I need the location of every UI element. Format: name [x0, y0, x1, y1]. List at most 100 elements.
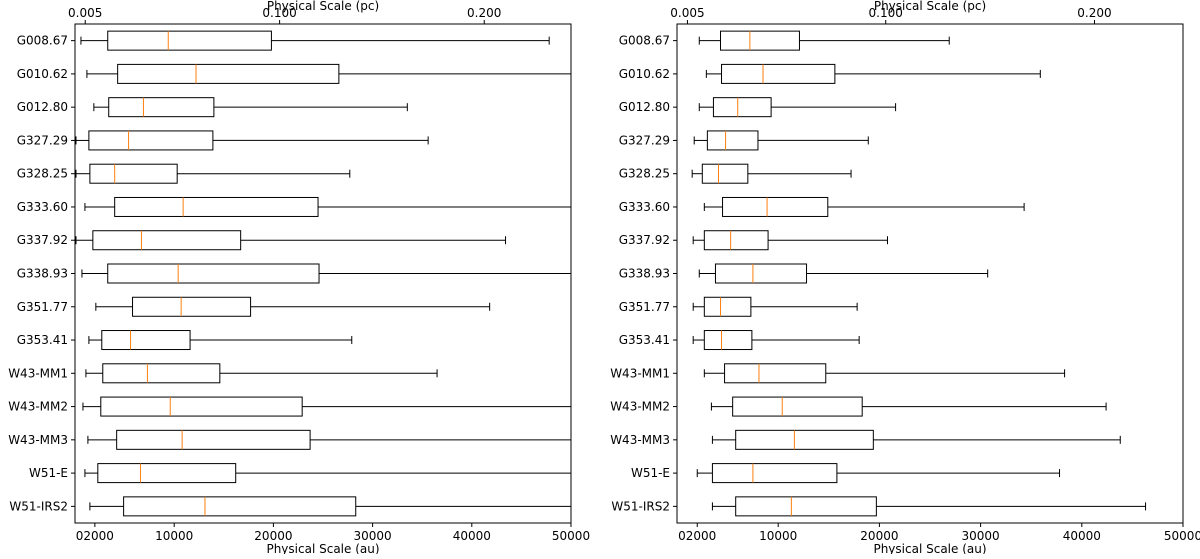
x-tick-label: 50000	[552, 529, 590, 543]
category-label: G327.29	[17, 133, 68, 147]
iqr-box	[107, 263, 320, 284]
category-label: W43-MM2	[610, 400, 670, 414]
x-tick-label: 02000	[678, 529, 716, 543]
iqr-box	[116, 429, 311, 450]
box-G008.67: G008.67	[619, 30, 950, 51]
iqr-box	[703, 296, 752, 317]
box-W51-IRS2: W51-IRS2	[611, 496, 1147, 517]
box-G353.41: G353.41	[17, 330, 353, 351]
box-G337.92: G337.92	[619, 230, 888, 251]
category-label: G010.62	[17, 67, 68, 81]
iqr-box	[706, 130, 759, 151]
box-W43-MM3: W43-MM3	[8, 429, 571, 450]
x-axis-title: Physical Scale (au)	[873, 542, 986, 554]
iqr-box	[132, 296, 252, 317]
x-tick-label: 02000	[76, 529, 114, 543]
box-W43-MM2: W43-MM2	[610, 396, 1107, 417]
category-label: W51-E	[631, 466, 670, 480]
box-G333.60: G333.60	[17, 196, 571, 217]
category-label: W43-MM3	[610, 433, 670, 447]
box-G337.92: G337.92	[17, 230, 507, 251]
iqr-box	[711, 463, 838, 484]
iqr-box	[114, 196, 319, 217]
iqr-box	[101, 330, 191, 351]
iqr-box	[735, 429, 874, 450]
category-label: W51-E	[29, 466, 68, 480]
box-G012.80: G012.80	[17, 97, 408, 118]
iqr-box	[721, 63, 836, 84]
box-G012.80: G012.80	[619, 97, 897, 118]
box-W43-MM1: W43-MM1	[610, 363, 1066, 384]
box-W43-MM1: W43-MM1	[8, 363, 438, 384]
iqr-box	[714, 263, 808, 284]
iqr-box	[720, 30, 800, 51]
top-x-tick-label: 0.100	[869, 6, 903, 20]
top-x-tick-label: 0.100	[262, 6, 296, 20]
category-label: W43-MM2	[8, 400, 68, 414]
category-label: G328.25	[619, 167, 670, 181]
category-label: G338.93	[619, 267, 670, 281]
box-G353.41: G353.41	[619, 330, 860, 351]
category-label: G353.41	[619, 333, 670, 347]
category-label: G333.60	[619, 200, 670, 214]
category-label: G353.41	[17, 333, 68, 347]
x-tick-label: 20000	[254, 529, 292, 543]
iqr-box	[88, 130, 214, 151]
left-panel: 02000 10000 20000 30000 40000 50000 Physical S…	[8, 0, 590, 556]
box-G328.25: G328.25	[619, 163, 852, 184]
category-label: G008.67	[17, 34, 68, 48]
category-label: G012.80	[619, 100, 670, 114]
top-x-axis-title: Physical Scale (pc)	[267, 0, 379, 13]
box-W51-IRS2: W51-IRS2	[9, 496, 571, 517]
category-label: G337.92	[17, 233, 68, 247]
box-G338.93: G338.93	[17, 263, 571, 284]
iqr-box	[703, 230, 769, 251]
category-label: G333.60	[17, 200, 68, 214]
category-label: G010.62	[619, 67, 670, 81]
category-label: G327.29	[619, 133, 670, 147]
category-label: G012.80	[17, 100, 68, 114]
category-label: G337.92	[619, 233, 670, 247]
right-panel: 02000 10000 20000 30000 40000 50000 Physical S…	[610, 0, 1200, 556]
iqr-box	[92, 230, 242, 251]
top-x-tick-label: 0.200	[1077, 6, 1111, 20]
x-tick-label: 40000	[453, 529, 491, 543]
iqr-box	[117, 63, 340, 84]
iqr-box	[732, 396, 863, 417]
iqr-box	[108, 97, 215, 118]
iqr-box	[102, 363, 221, 384]
iqr-box	[97, 463, 237, 484]
category-label: G008.67	[619, 34, 670, 48]
x-tick-label: 10000	[759, 529, 797, 543]
iqr-box	[89, 163, 178, 184]
iqr-box	[703, 330, 753, 351]
x-tick-label: 30000	[962, 529, 1000, 543]
iqr-box	[712, 97, 772, 118]
x-tick-label: 30000	[354, 529, 392, 543]
iqr-box	[724, 363, 827, 384]
box-G010.62: G010.62	[17, 63, 571, 84]
x-tick-label: 20000	[860, 529, 898, 543]
top-x-tick-label: 0.005	[670, 6, 704, 20]
category-label: G351.77	[619, 300, 670, 314]
box-W43-MM3: W43-MM3	[610, 429, 1121, 450]
box-W51-E: W51-E	[29, 463, 571, 484]
top-x-axis-title: Physical Scale (pc)	[874, 0, 986, 13]
iqr-box	[107, 30, 272, 51]
category-label: G328.25	[17, 167, 68, 181]
category-label: W43-MM1	[610, 366, 670, 380]
category-label: W51-IRS2	[611, 499, 670, 513]
box-W43-MM2: W43-MM2	[8, 396, 571, 417]
x-axis-title: Physical Scale (au)	[266, 542, 379, 554]
box-W51-E: W51-E	[631, 463, 1061, 484]
box-G328.25: G328.25	[17, 163, 351, 184]
category-label: W43-MM3	[8, 433, 68, 447]
category-label: W43-MM1	[8, 366, 68, 380]
iqr-box	[735, 496, 877, 517]
top-x-tick-label: 0.005	[68, 6, 102, 20]
category-label: W51-IRS2	[9, 499, 68, 513]
iqr-box	[701, 163, 749, 184]
box-G327.29: G327.29	[17, 130, 429, 151]
